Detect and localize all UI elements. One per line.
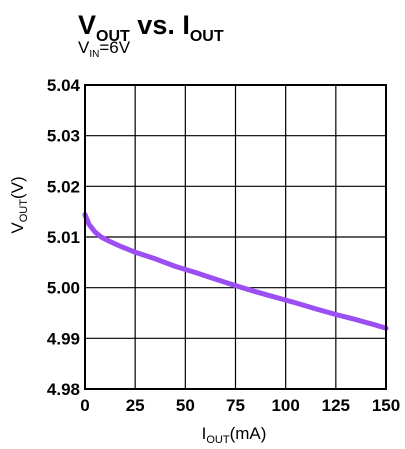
x-tick-label: 100: [271, 396, 299, 415]
y-tick-label: 4.99: [47, 329, 80, 348]
plot-area: [82, 84, 389, 390]
y-tick-label: 5.00: [47, 279, 80, 298]
x-tick-label: 25: [126, 396, 145, 415]
y-tick-label: 5.03: [47, 127, 80, 146]
grid-lines: [85, 85, 386, 389]
x-tick-label: 50: [176, 396, 195, 415]
y-tick-label: 5.02: [47, 177, 80, 196]
x-tick-label: 75: [226, 396, 245, 415]
x-axis-label: IOUT(mA): [202, 424, 267, 446]
y-tick-labels: 4.98 4.99 5.00 5.01 5.02 5.03 5.04: [47, 76, 81, 399]
plot-frame: [84, 84, 387, 390]
y-tick-label: 5.01: [47, 228, 80, 247]
y-tick-label: 4.98: [47, 380, 80, 399]
chart-subtitle: VIN=6V: [78, 38, 131, 60]
x-tick-label: 0: [80, 396, 89, 415]
series-line: [82, 212, 389, 331]
x-tick-label: 125: [322, 396, 350, 415]
x-tick-labels: 0 25 50 75 100 125 150: [80, 396, 400, 415]
y-axis-label: VOUT(V): [8, 176, 30, 233]
x-tick-label: 150: [372, 396, 400, 415]
chart-title: VOUT vs. IOUT: [78, 10, 224, 45]
y-tick-label: 5.04: [47, 76, 81, 95]
